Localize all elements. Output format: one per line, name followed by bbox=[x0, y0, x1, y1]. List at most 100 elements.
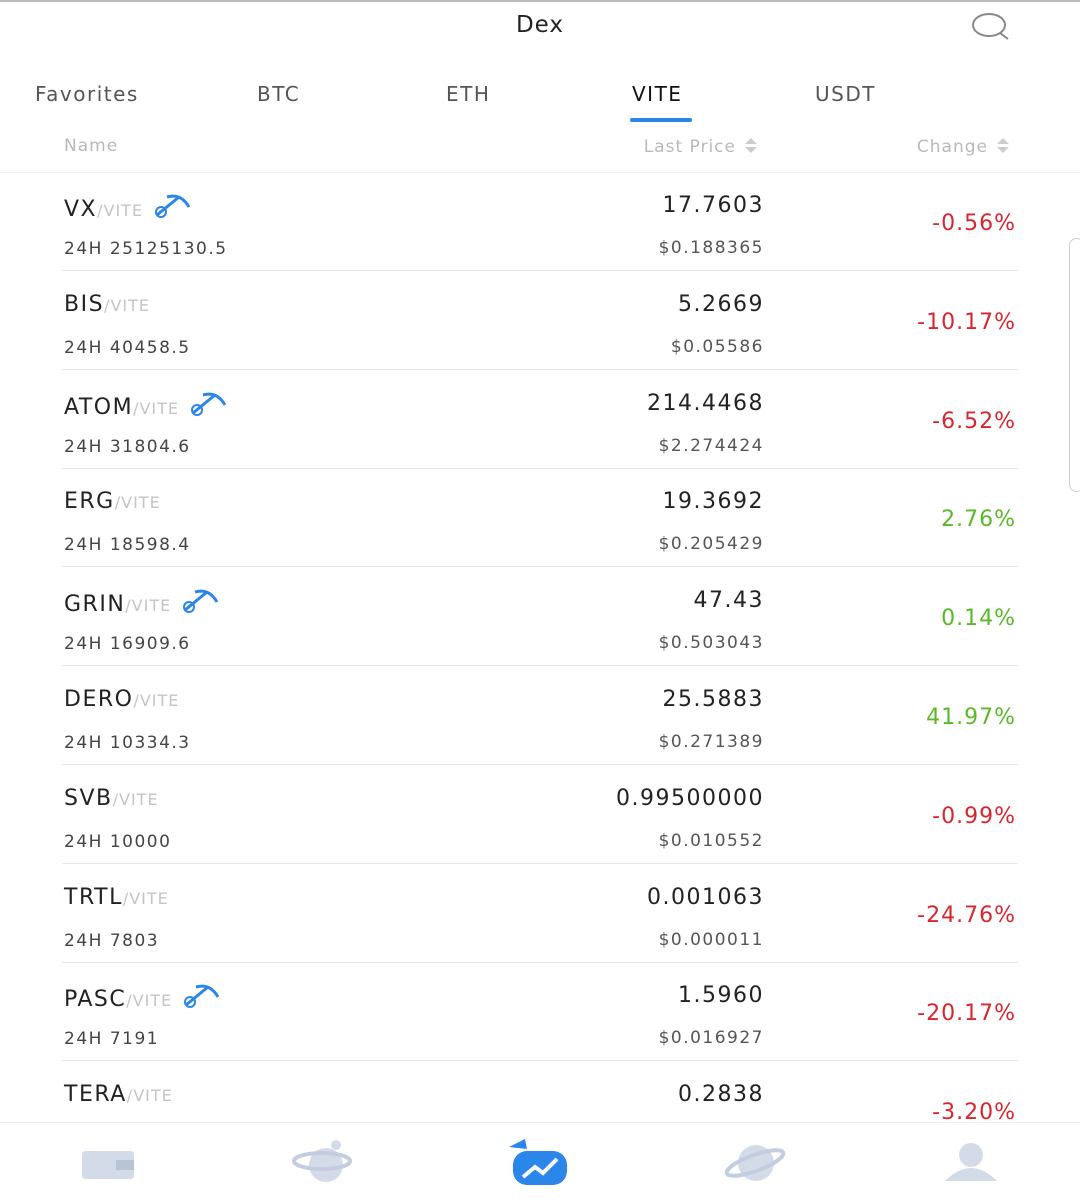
quote-token: /VITE bbox=[104, 295, 150, 315]
change: -6.52% bbox=[932, 408, 1016, 434]
search-button[interactable] bbox=[968, 10, 1012, 42]
pair-name: DERO/VITE bbox=[64, 687, 179, 712]
usd-price: $0.271389 bbox=[658, 732, 764, 752]
mining-icon bbox=[191, 392, 227, 416]
profile-tab[interactable] bbox=[942, 1141, 1000, 1183]
sort-icon bbox=[745, 138, 757, 153]
volume: 24H 10000 bbox=[64, 831, 172, 852]
mining-icon bbox=[183, 589, 219, 614]
usd-price: $0.016927 bbox=[658, 1028, 764, 1049]
market-tab[interactable]: Favorites bbox=[35, 82, 139, 106]
row-divider bbox=[62, 368, 1018, 370]
row-divider bbox=[62, 270, 1018, 271]
pair-name: TERA/VITE bbox=[64, 1082, 173, 1107]
pair-name: TRTL/VITE bbox=[64, 885, 169, 910]
volume: 24H 7191 bbox=[64, 1029, 160, 1050]
change: 0.14% bbox=[941, 606, 1016, 632]
wallet-tab[interactable] bbox=[80, 1147, 138, 1181]
volume: 24H 7803 bbox=[64, 930, 160, 951]
pair-name: SVB/VITE bbox=[64, 786, 159, 811]
base-token: TRTL bbox=[64, 884, 123, 910]
pair-row[interactable]: GRIN/VITE 24H 16909.6 47.43 $0.503043 0.14% bbox=[0, 568, 1080, 667]
market-tab[interactable]: USDT bbox=[815, 82, 876, 106]
quote-token: /VITE bbox=[126, 991, 173, 1011]
header-title: Dex bbox=[515, 12, 565, 38]
base-token: DERO bbox=[64, 687, 134, 712]
volume: 24H 16909.6 bbox=[64, 634, 191, 655]
row-divider bbox=[62, 862, 1018, 864]
last-price: 17.7603 bbox=[662, 193, 764, 218]
quote-token: /VITE bbox=[133, 691, 180, 710]
row-divider bbox=[62, 566, 1018, 568]
quote-token: /VITE bbox=[97, 201, 144, 220]
usd-price: $0.503043 bbox=[658, 633, 764, 654]
pair-row[interactable]: TERA/VITE 0.2838 -3.20% bbox=[0, 1062, 1080, 1122]
base-token: ERG bbox=[64, 489, 115, 515]
volume: 24H 40458.5 bbox=[64, 337, 191, 358]
last-price: 19.3692 bbox=[662, 489, 764, 515]
last-price: 5.2669 bbox=[678, 291, 764, 317]
change: -10.17% bbox=[917, 309, 1016, 335]
sort-icon bbox=[997, 138, 1009, 153]
discover-tab[interactable] bbox=[722, 1141, 788, 1185]
market-tab[interactable]: ETH bbox=[446, 82, 491, 106]
change: -3.20% bbox=[932, 1100, 1016, 1122]
mining-icon bbox=[184, 985, 220, 1009]
last-price: 1.5960 bbox=[678, 983, 764, 1009]
pair-row[interactable]: ERG/VITE 24H 18598.4 19.3692 $0.205429 2.76% bbox=[0, 469, 1080, 568]
quote-token: /VITE bbox=[133, 398, 180, 418]
explore-tab[interactable] bbox=[292, 1137, 356, 1183]
change: -24.76% bbox=[917, 902, 1016, 928]
last-price: 0.99500000 bbox=[616, 785, 764, 811]
pair-row[interactable]: ATOM/VITE 24H 31804.6 214.4468 $2.274424 -6.… bbox=[0, 371, 1080, 469]
pair-name: ATOM/VITE bbox=[64, 391, 227, 420]
base-token: GRIN bbox=[64, 592, 126, 618]
market-tab[interactable]: VITE bbox=[632, 82, 683, 106]
top-border bbox=[0, 0, 1080, 2]
usd-price: $0.188365 bbox=[658, 238, 764, 258]
row-divider bbox=[62, 764, 1018, 765]
column-header: Name bbox=[64, 136, 119, 156]
usd-price: $0.000011 bbox=[658, 929, 764, 950]
bottom-nav bbox=[0, 1122, 1080, 1201]
row-divider bbox=[62, 961, 1018, 963]
volume: 24H 25125130.5 bbox=[64, 239, 228, 259]
row-divider bbox=[62, 1060, 1018, 1062]
quote-token: /VITE bbox=[122, 888, 169, 908]
pair-row[interactable]: TRTL/VITE 24H 7803 0.001063 $0.000011 -24.76… bbox=[0, 865, 1080, 963]
quote-token: /VITE bbox=[114, 493, 161, 513]
base-token: PASC bbox=[64, 987, 127, 1013]
quote-token: /VITE bbox=[112, 789, 159, 809]
row-divider bbox=[62, 467, 1018, 469]
change: 41.97% bbox=[926, 705, 1016, 730]
usd-price: $0.010552 bbox=[658, 830, 764, 851]
pair-row[interactable]: SVB/VITE 24H 10000 0.99500000 $0.010552 -0.9… bbox=[0, 766, 1080, 864]
dex-tab[interactable] bbox=[505, 1137, 573, 1187]
base-token: TERA bbox=[64, 1082, 127, 1108]
base-token: BIS bbox=[64, 291, 105, 317]
quote-token: /VITE bbox=[126, 1086, 173, 1106]
usd-price: $0.205429 bbox=[658, 534, 764, 555]
pair-row[interactable]: BIS/VITE 24H 40458.5 5.2669 $0.05586 -10.17% bbox=[0, 272, 1080, 370]
column-header-sortable[interactable]: Last Price bbox=[644, 136, 760, 157]
pair-row[interactable]: DERO/VITE 24H 10334.3 25.5883 $0.271389 41.9… bbox=[0, 667, 1080, 765]
base-token: ATOM bbox=[64, 394, 134, 420]
scroll-handle bbox=[1069, 238, 1080, 492]
last-price: 214.4468 bbox=[647, 390, 764, 416]
volume: 24H 18598.4 bbox=[64, 535, 191, 556]
market-tab[interactable]: BTC bbox=[257, 82, 301, 106]
pair-name: PASC/VITE bbox=[64, 983, 220, 1012]
last-price: 0.2838 bbox=[678, 1082, 764, 1108]
pair-row[interactable]: VX/VITE 24H 25125130.5 17.7603 $0.188365 -0.… bbox=[0, 173, 1080, 271]
column-header-sortable[interactable]: Change bbox=[917, 136, 1012, 157]
pair-row[interactable]: PASC/VITE 24H 7191 1.5960 $0.016927 -20.17% bbox=[0, 963, 1080, 1062]
pair-name: BIS/VITE bbox=[64, 292, 150, 317]
pair-name: ERG/VITE bbox=[64, 489, 161, 514]
quote-token: /VITE bbox=[125, 596, 172, 616]
mining-icon bbox=[155, 194, 191, 218]
column-header: Last Price bbox=[643, 137, 736, 157]
usd-price: $2.274424 bbox=[658, 435, 764, 456]
usd-price: $0.05586 bbox=[670, 336, 764, 357]
change: -0.99% bbox=[932, 803, 1016, 829]
pair-name: VX/VITE bbox=[64, 193, 191, 222]
